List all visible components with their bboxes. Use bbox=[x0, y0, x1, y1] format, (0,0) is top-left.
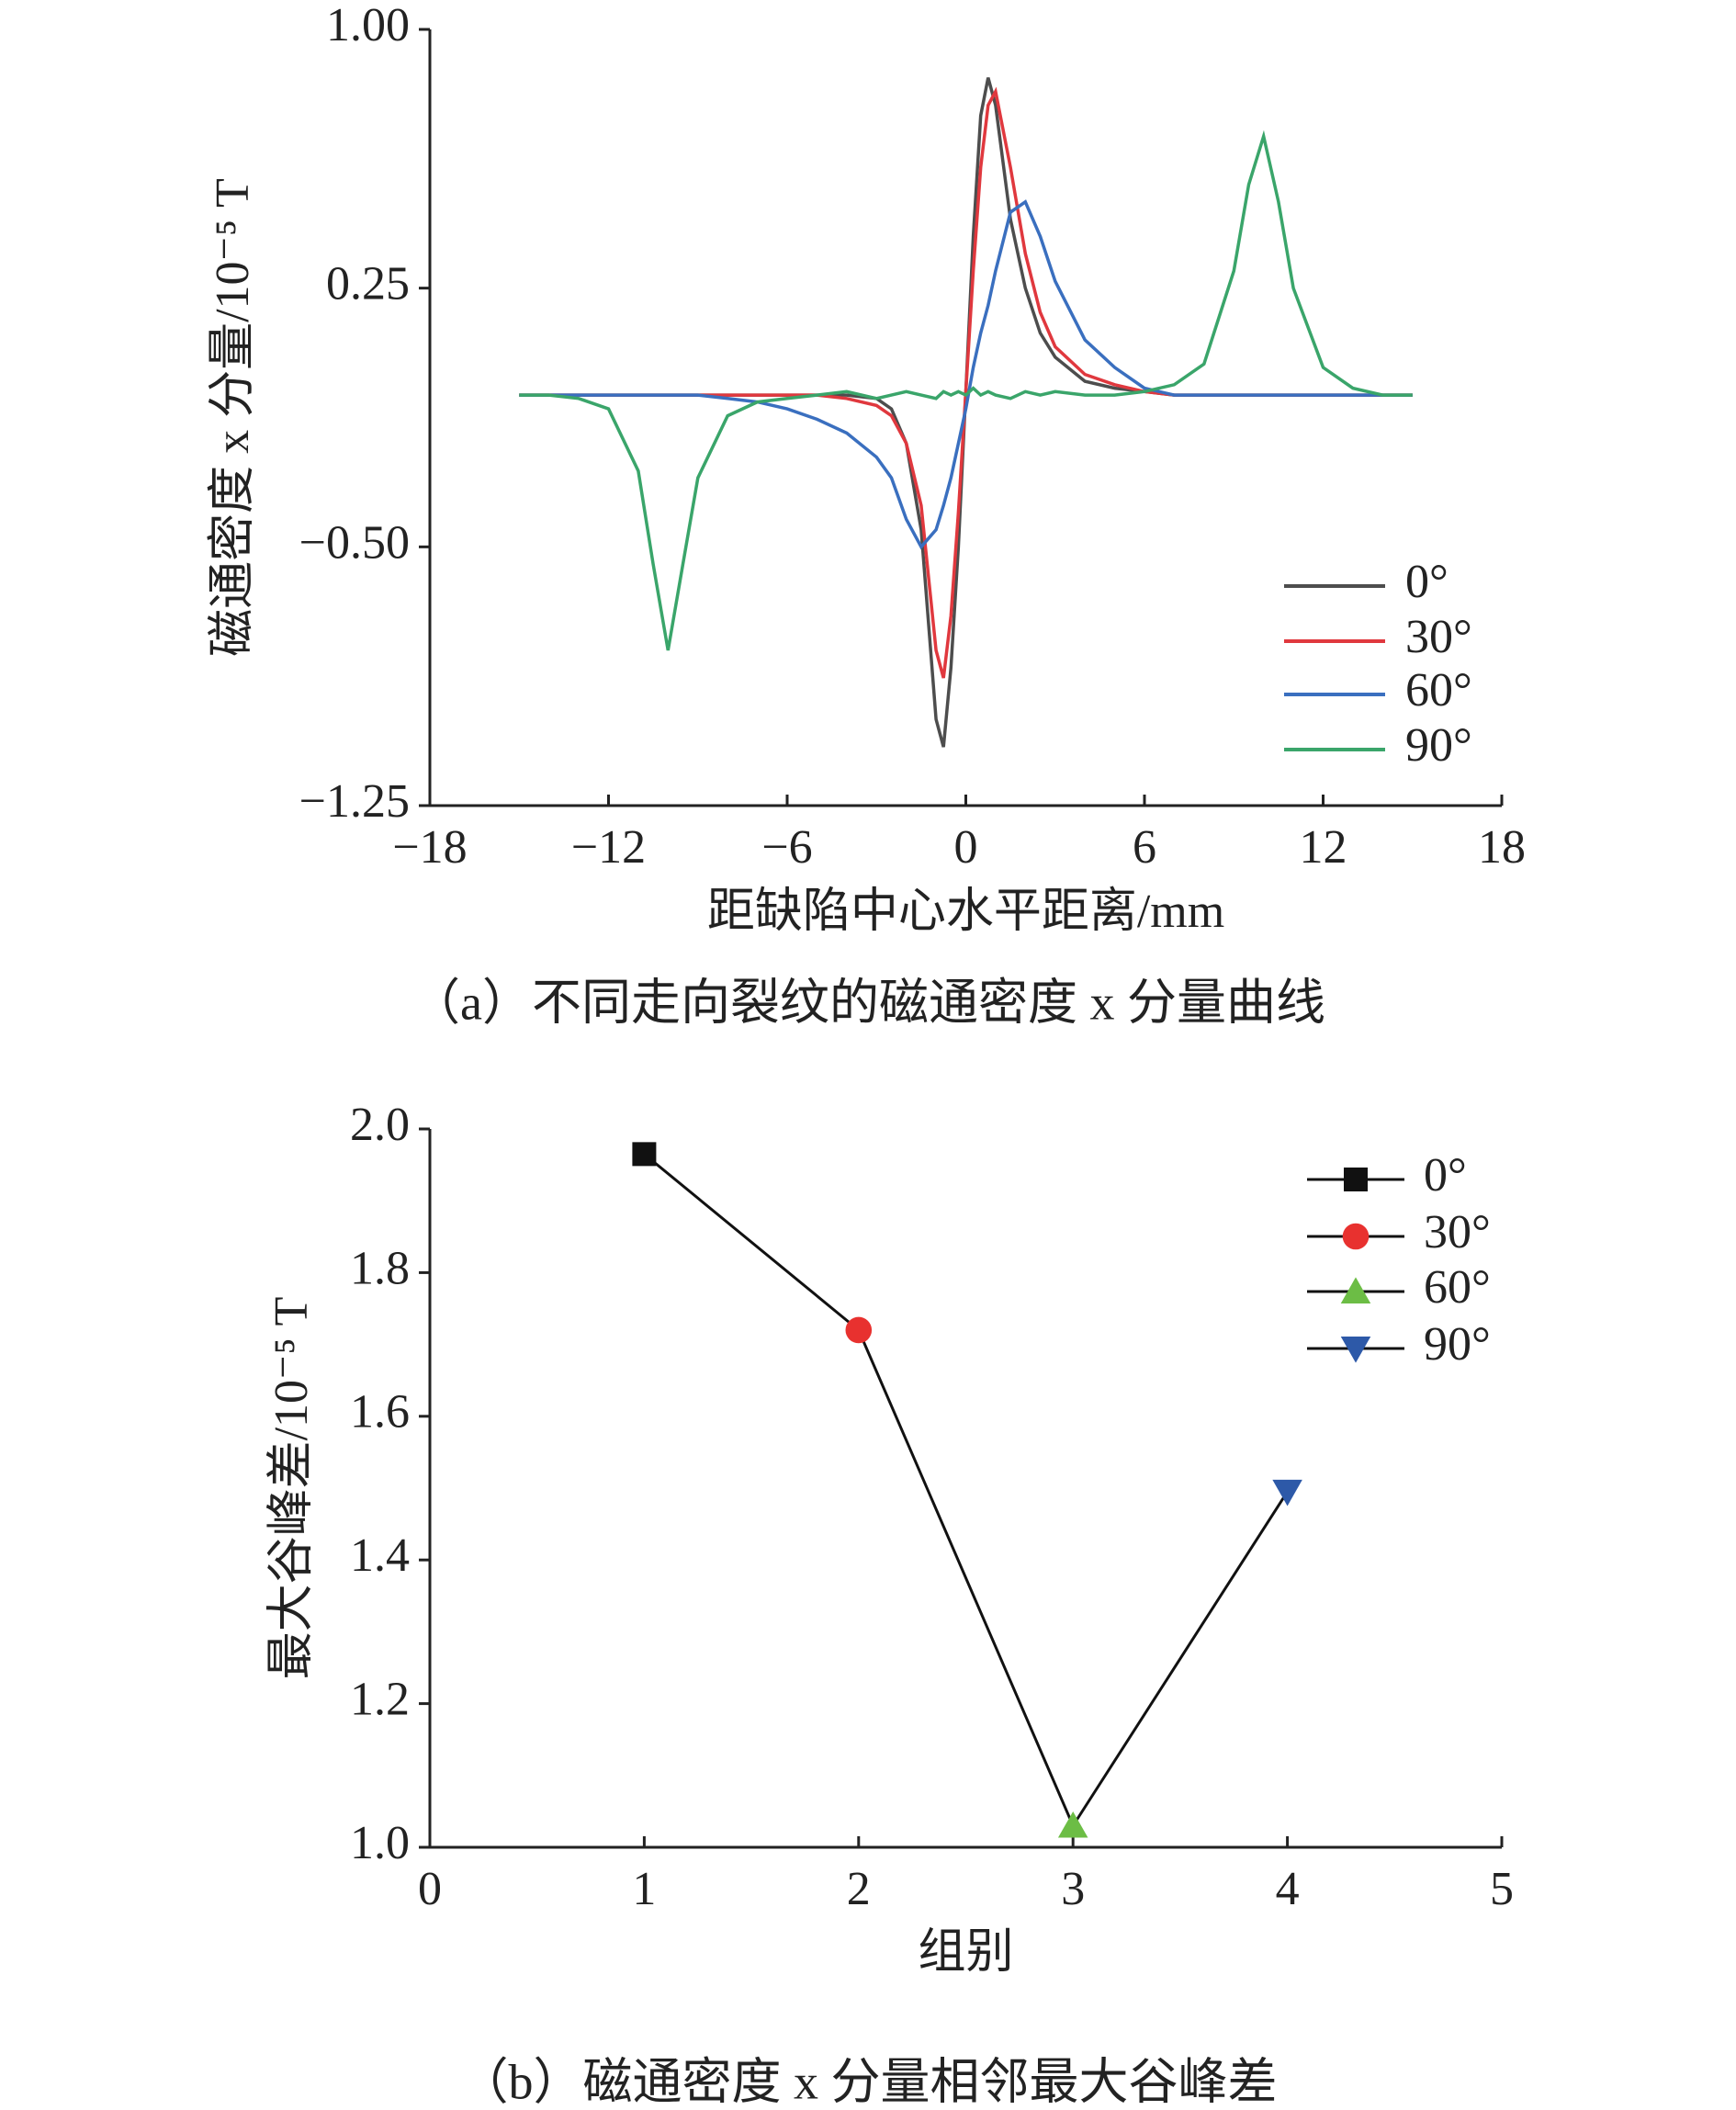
legend-label: 0° bbox=[1405, 556, 1449, 608]
legend-marker bbox=[1340, 1337, 1371, 1363]
x-tick-label: 0 bbox=[418, 1863, 442, 1915]
x-axis-label: 距缺陷中心水平距离/mm bbox=[707, 886, 1224, 938]
legend-label: 60° bbox=[1424, 1261, 1491, 1314]
caption: （b）磁通密度 x 分量相邻最大谷峰差 bbox=[459, 2054, 1278, 2109]
x-tick-label: 3 bbox=[1061, 1863, 1085, 1915]
y-axis-label: 最大谷峰差/10⁻⁵ T bbox=[265, 1297, 318, 1680]
y-tick-label: 1.2 bbox=[350, 1674, 410, 1726]
x-tick-label: 12 bbox=[1300, 821, 1347, 874]
series-line bbox=[519, 130, 1413, 651]
x-tick-label: 5 bbox=[1490, 1863, 1514, 1915]
marker bbox=[1272, 1479, 1302, 1506]
marker bbox=[632, 1142, 657, 1167]
x-tick-label: 4 bbox=[1276, 1863, 1300, 1915]
y-tick-label: 0.25 bbox=[326, 258, 410, 310]
series-line bbox=[643, 1153, 1289, 1829]
y-tick-label: 1.6 bbox=[350, 1386, 410, 1439]
y-tick-label: −0.50 bbox=[299, 516, 410, 569]
legend-label: 30° bbox=[1424, 1206, 1491, 1258]
marker bbox=[1057, 1811, 1088, 1838]
y-tick-label: 1.00 bbox=[326, 0, 410, 51]
x-axis-label: 组别 bbox=[918, 1926, 1013, 1979]
series-line bbox=[519, 199, 1413, 550]
x-tick-label: 18 bbox=[1478, 821, 1526, 874]
y-tick-label: 1.8 bbox=[350, 1242, 410, 1294]
legend-marker bbox=[1340, 1277, 1371, 1303]
legend-marker bbox=[1342, 1223, 1370, 1250]
x-tick-label: 2 bbox=[847, 1863, 871, 1915]
legend-label: 90° bbox=[1424, 1318, 1491, 1371]
x-tick-label: −12 bbox=[571, 821, 646, 874]
legend-label: 60° bbox=[1405, 664, 1472, 716]
legend-marker bbox=[1344, 1168, 1368, 1191]
y-tick-label: −1.25 bbox=[299, 775, 410, 828]
caption: （a）不同走向裂纹的磁通密度 x 分量曲线 bbox=[411, 975, 1325, 1030]
x-tick-label: 1 bbox=[632, 1863, 656, 1915]
x-tick-label: −6 bbox=[761, 821, 812, 874]
legend-label: 30° bbox=[1405, 611, 1472, 663]
x-tick-label: 6 bbox=[1133, 821, 1156, 874]
y-axis-label: 磁通密度 x 分量/10⁻⁵ T bbox=[207, 178, 259, 657]
y-tick-label: 1.0 bbox=[350, 1817, 410, 1869]
y-tick-label: 2.0 bbox=[350, 1099, 410, 1151]
x-tick-label: −18 bbox=[392, 821, 467, 874]
legend-label: 0° bbox=[1424, 1149, 1467, 1202]
x-tick-label: 0 bbox=[954, 821, 978, 874]
series-line bbox=[519, 86, 1413, 679]
legend-label: 90° bbox=[1405, 719, 1472, 772]
y-tick-label: 1.4 bbox=[350, 1529, 410, 1582]
marker bbox=[845, 1316, 873, 1344]
